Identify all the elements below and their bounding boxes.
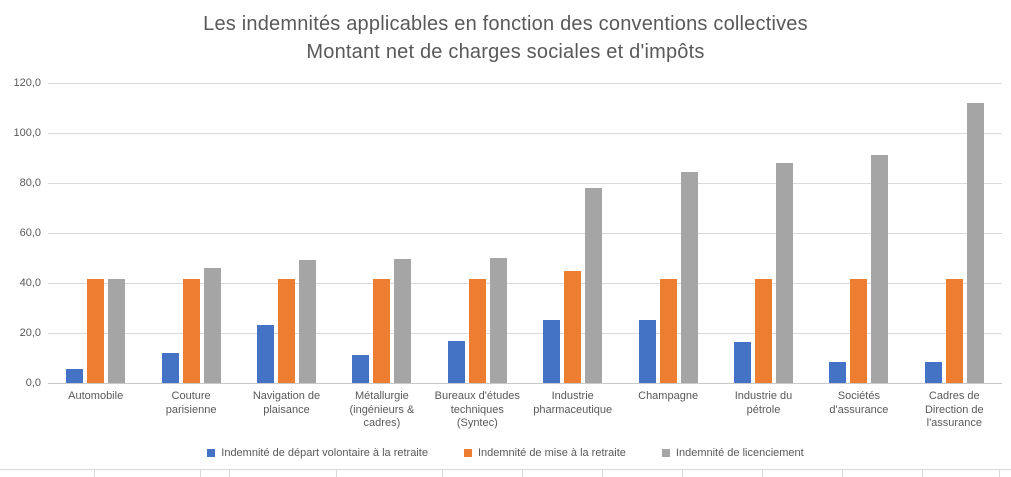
spreadsheet-column-border <box>602 470 603 477</box>
chart-title-line1[interactable]: Les indemnités applicables en fonction d… <box>203 13 808 35</box>
bar-group <box>430 83 525 383</box>
bar-series-1[interactable] <box>352 355 370 383</box>
category-label: Industrie pharmaceutique <box>533 390 613 416</box>
gridline <box>48 283 1002 284</box>
y-axis-tick-label: 100,0 <box>13 127 41 139</box>
legend-swatch-icon <box>661 449 670 457</box>
category-label: Couture parisienne <box>165 390 217 416</box>
y-axis-tick-label: 80,0 <box>19 177 41 189</box>
bar-series-2[interactable] <box>754 278 772 383</box>
spreadsheet-column-border <box>336 470 337 477</box>
category-label: Cadres de Direction de l'assurance <box>924 390 984 429</box>
bar-series-3[interactable] <box>966 102 984 383</box>
bar-series-1[interactable] <box>638 320 656 383</box>
bar-group <box>334 83 429 383</box>
legend-label: Indemnité de licenciement <box>675 447 804 459</box>
category-label: Bureaux d'études techniques (Syntec) <box>434 390 520 429</box>
gridline <box>48 133 1002 134</box>
spreadsheet-row-border <box>0 469 1011 470</box>
legend-item[interactable]: Indemnité de départ volontaire à la retr… <box>207 447 428 459</box>
y-axis-tick-label: 60,0 <box>19 227 41 239</box>
bar-group <box>525 83 620 383</box>
legend-swatch-icon <box>463 449 472 457</box>
spreadsheet-column-border <box>922 470 923 477</box>
bar-series-1[interactable] <box>924 362 942 383</box>
spreadsheet-column-border <box>442 470 443 477</box>
bar-series-2[interactable] <box>945 278 963 383</box>
category-label: Sociétés d'assurance <box>829 390 889 416</box>
bar-group <box>143 83 238 383</box>
bar-series-3[interactable] <box>585 187 603 383</box>
category-label: Automobile <box>68 390 124 402</box>
bar-series-1[interactable] <box>829 362 847 383</box>
bar-group <box>48 83 143 383</box>
category-label: Champagne <box>638 390 699 402</box>
legend-swatch-icon <box>207 449 216 457</box>
bar-series-1[interactable] <box>543 320 561 383</box>
bar-series-3[interactable] <box>203 268 221 383</box>
bar-series-2[interactable] <box>182 278 200 383</box>
bar-series-1[interactable] <box>161 353 179 383</box>
gridline <box>48 83 1002 84</box>
bar-series-3[interactable] <box>680 171 698 383</box>
category-label: Métallurgie (ingénieurs & cadres) <box>349 390 415 429</box>
x-axis-line <box>48 383 1002 384</box>
bar-series-2[interactable] <box>850 278 868 383</box>
bar-series-1[interactable] <box>447 340 465 383</box>
bar-series-3[interactable] <box>394 259 412 383</box>
bar-series-2[interactable] <box>659 278 677 383</box>
bar-group <box>907 83 1002 383</box>
chart-title-line2[interactable]: Montant net de charges sociales et d'imp… <box>306 41 705 63</box>
gridline <box>48 183 1002 184</box>
spreadsheet-column-border <box>762 470 763 477</box>
spreadsheet-column-border <box>999 470 1000 477</box>
y-axis-tick-label: 20,0 <box>19 327 41 339</box>
gridline <box>48 233 1002 234</box>
legend-item[interactable]: Indemnité de licenciement <box>661 447 804 459</box>
bar-group <box>811 83 906 383</box>
spreadsheet-column-border <box>522 470 523 477</box>
bar-series-2[interactable] <box>277 278 295 383</box>
y-axis-tick-label: 0,0 <box>25 377 41 389</box>
spreadsheet-column-border <box>842 470 843 477</box>
spreadsheet-column-border <box>200 470 201 477</box>
bar-series-3[interactable] <box>108 278 126 383</box>
bar-series-2[interactable] <box>468 278 486 383</box>
bar-group <box>716 83 811 383</box>
x-axis-category-labels: Automobile Couture parisienne Navigation d… <box>48 390 1002 440</box>
spreadsheet-column-border <box>229 470 230 477</box>
bar-group <box>239 83 334 383</box>
category-label: Industrie du pétrole <box>734 390 793 416</box>
legend-item[interactable]: Indemnité de mise à la retraite <box>463 447 626 459</box>
plot-area <box>48 83 1002 384</box>
legend-label: Indemnité de départ volontaire à la retr… <box>221 447 428 459</box>
bar-series-1[interactable] <box>66 368 84 383</box>
spreadsheet-column-border <box>94 470 95 477</box>
y-axis-tick-label: 40,0 <box>19 277 41 289</box>
legend: Indemnité de départ volontaire à la retr… <box>0 447 1011 459</box>
bar-series-3[interactable] <box>871 154 889 383</box>
chart-title[interactable]: Les indemnités applicables en fonction d… <box>0 10 1011 66</box>
y-axis-tick-label: 120,0 <box>13 77 41 89</box>
bar-series-2[interactable] <box>373 278 391 383</box>
bar-series-2[interactable] <box>87 278 105 383</box>
bar-series-1[interactable] <box>733 341 751 383</box>
bar-series-2[interactable] <box>564 270 582 383</box>
bar-series-3[interactable] <box>489 258 507 383</box>
bar-series-3[interactable] <box>298 259 316 383</box>
bar-group <box>620 83 715 383</box>
legend-label: Indemnité de mise à la retraite <box>477 447 626 459</box>
category-label: Navigation de plaisance <box>252 390 321 416</box>
spreadsheet-column-border <box>682 470 683 477</box>
bar-series-3[interactable] <box>775 163 793 383</box>
bar-series-1[interactable] <box>256 325 274 383</box>
gridline <box>48 333 1002 334</box>
